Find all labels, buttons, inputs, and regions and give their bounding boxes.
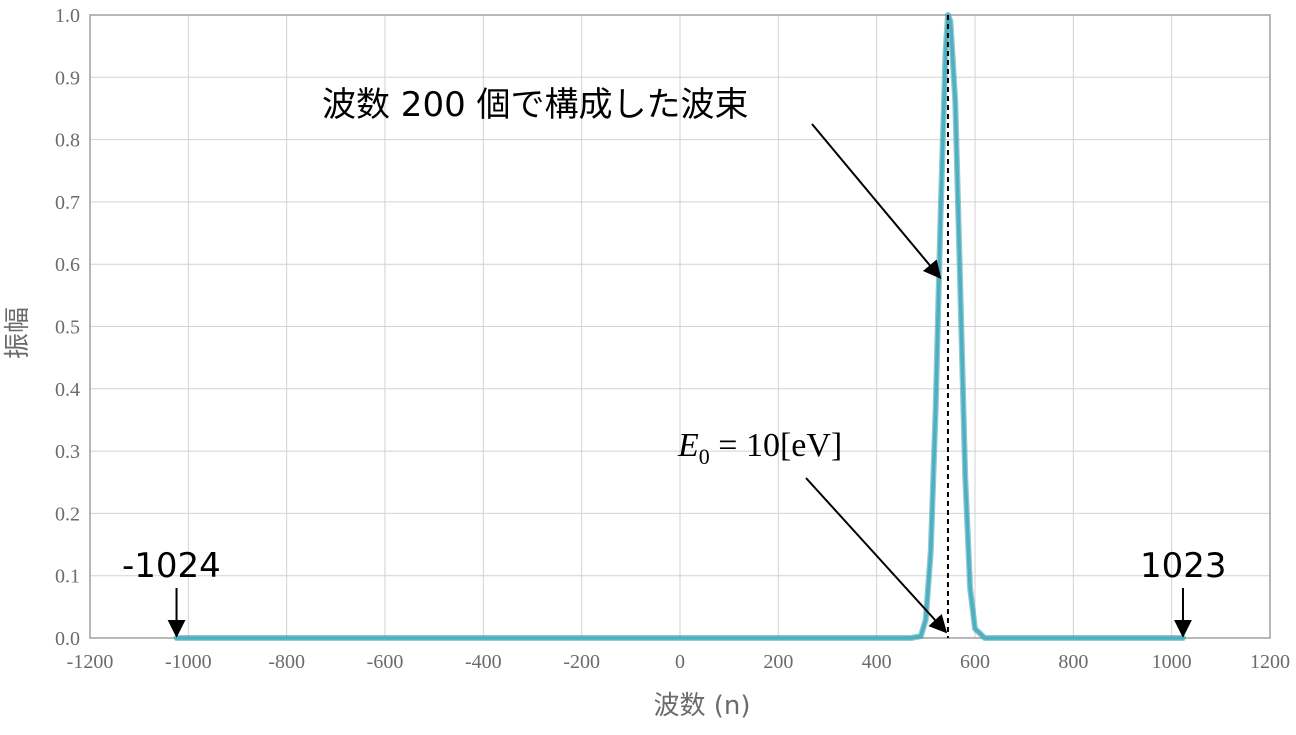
x-tick-label: 0 bbox=[675, 651, 685, 673]
x-tick-label: 800 bbox=[1058, 651, 1088, 673]
x-tick-label: -600 bbox=[367, 651, 404, 673]
y-tick-label: 0.2 bbox=[55, 503, 80, 525]
series-layer bbox=[173, 12, 1186, 641]
right-end-label: 1023 bbox=[1140, 546, 1227, 586]
x-tick-label: 1000 bbox=[1152, 651, 1192, 673]
wave-packet-arrow bbox=[811, 123, 942, 280]
x-tick-label: 400 bbox=[862, 651, 892, 673]
energy-value: = 10[eV] bbox=[710, 427, 842, 464]
y-tick-label: 1.0 bbox=[55, 5, 80, 27]
y-tick-label: 0.0 bbox=[55, 628, 80, 650]
x-tick-label: -1200 bbox=[67, 651, 114, 673]
y-tick-label: 0.7 bbox=[55, 192, 80, 214]
y-axis-title: 振幅 bbox=[3, 307, 33, 359]
y-tick-label: 0.9 bbox=[55, 67, 80, 89]
left-end-label: -1024 bbox=[122, 546, 221, 586]
y-tick-label: 0.1 bbox=[55, 566, 80, 588]
x-tick-label: -400 bbox=[465, 651, 502, 673]
y-tick-label: 0.8 bbox=[55, 130, 80, 152]
y-axis-ticks: 0.0 0.1 0.2 0.3 0.4 0.5 0.6 0.7 0.8 0.9 1.0 bbox=[55, 5, 80, 650]
wave-packet-curve bbox=[174, 13, 1185, 640]
annotation-arrows bbox=[167, 123, 1192, 638]
y-tick-label: 0.5 bbox=[55, 317, 80, 339]
x-tick-label: -200 bbox=[563, 651, 600, 673]
y-tick-label: 0.6 bbox=[55, 254, 80, 276]
x-tick-label: 1200 bbox=[1250, 651, 1290, 673]
energy-subscript: 0 bbox=[699, 444, 710, 469]
x-axis-ticks: -1200 -1000 -800 -600 -400 -200 0 200 400 600 800 1… bbox=[67, 651, 1290, 673]
y-tick-label: 0.4 bbox=[55, 379, 80, 401]
wave-packet-annotation: 波数 200 個で構成した波束 bbox=[322, 85, 749, 125]
y-tick-label: 0.3 bbox=[55, 441, 80, 463]
x-tick-label: 200 bbox=[763, 651, 793, 673]
energy-arrow bbox=[805, 477, 948, 634]
x-axis-title: 波数 (n) bbox=[653, 691, 750, 721]
energy-annotation: E0 = 10[eV] bbox=[677, 427, 842, 469]
x-tick-label: -1000 bbox=[165, 651, 212, 673]
x-tick-label: 600 bbox=[960, 651, 990, 673]
x-tick-label: -800 bbox=[268, 651, 305, 673]
energy-symbol: E bbox=[677, 427, 699, 464]
